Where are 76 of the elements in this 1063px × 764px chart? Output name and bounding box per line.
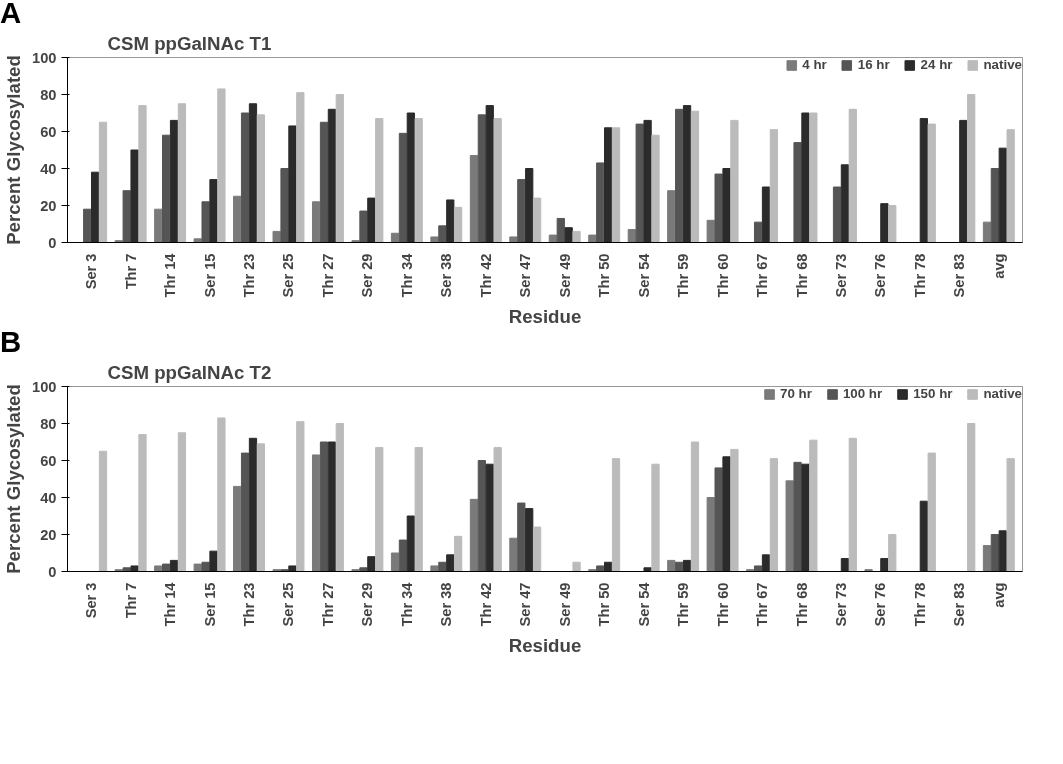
x-tick-label: Thr 27 (319, 253, 336, 298)
legend-label: native (983, 386, 1022, 401)
x-tick-label: Ser 38 (438, 253, 455, 298)
x-tick-label: Thr 78 (911, 253, 928, 298)
y-tick-label: 0 (48, 563, 57, 580)
x-tick-label: Ser 49 (556, 582, 573, 627)
x-tick-label: Ser 54 (635, 252, 652, 298)
x-tick-label: Ser 29 (359, 582, 376, 627)
x-tick-label: Ser 73 (832, 253, 849, 298)
y-tick-label: 60 (40, 123, 57, 140)
x-tick-label: Thr 67 (754, 582, 771, 627)
x-tick-label: Thr 67 (754, 253, 771, 298)
legend-label: 4 hr (802, 57, 827, 72)
x-tick-label: Thr 60 (714, 582, 731, 627)
x-tick-label: Thr 14 (162, 581, 179, 627)
x-tick-label: Thr 34 (398, 252, 415, 298)
x-tick-label: Ser 76 (872, 253, 889, 298)
x-tick-label: Ser 15 (201, 582, 218, 627)
x-tick-label: Ser 15 (201, 253, 218, 298)
x-tick-label: Ser 25 (280, 253, 297, 298)
x-tick-label: Thr 42 (477, 582, 494, 627)
x-tick-label: Thr 42 (477, 253, 494, 298)
x-tick-label: Ser 3 (83, 582, 100, 619)
x-tick-label: Thr 60 (714, 253, 731, 298)
x-tick-label: Thr 59 (675, 582, 692, 627)
x-tick-label: Thr 14 (162, 252, 179, 298)
y-tick-label: 20 (40, 197, 57, 214)
x-axis-title: Residue (508, 305, 582, 327)
x-tick-label: Ser 76 (872, 582, 889, 627)
text: B (0, 325, 22, 358)
x-tick-label: Thr 7 (122, 253, 139, 290)
y-tick-label: 40 (40, 489, 57, 506)
x-tick-label: Ser 38 (438, 582, 455, 627)
x-tick-label: Ser 47 (517, 253, 534, 298)
legend-label: 100 hr (842, 386, 883, 401)
y-tick-label: 20 (40, 526, 57, 543)
x-tick-label: Ser 3 (83, 253, 100, 290)
x-tick-label: Ser 83 (951, 582, 968, 627)
x-tick-label: Thr 68 (793, 582, 810, 627)
y-axis-title: Percent Glycosylated (3, 55, 25, 245)
x-tick-label: Thr 27 (319, 582, 336, 627)
y-tick-label: 40 (40, 160, 57, 177)
text: A (0, 0, 22, 29)
y-tick-label: 60 (40, 452, 57, 469)
x-tick-label: Thr 23 (241, 582, 258, 627)
y-tick-label: 100 (32, 378, 57, 395)
x-tick-label: Ser 73 (832, 582, 849, 627)
x-tick-label: Ser 83 (951, 253, 968, 298)
x-tick-label: Thr 50 (596, 253, 613, 298)
legend-label: 150 hr (913, 386, 953, 401)
y-axis-title: Percent Glycosylated (3, 384, 25, 574)
x-tick-label: Thr 23 (241, 253, 258, 298)
legend-label: 24 hr (920, 57, 953, 72)
x-tick-label: Thr 50 (596, 582, 613, 627)
x-tick-label: Ser 29 (359, 253, 376, 298)
x-tick-label: Ser 54 (635, 581, 652, 627)
x-axis-title: Residue (508, 634, 582, 656)
x-tick-label: Thr 68 (793, 253, 810, 298)
x-tick-label: Thr 78 (911, 582, 928, 627)
y-tick-label: 80 (40, 415, 57, 432)
y-tick-label: 100 (32, 49, 57, 66)
x-tick-label: Ser 47 (517, 582, 534, 627)
legend-label: 70 hr (780, 386, 812, 401)
y-tick-label: 0 (48, 234, 57, 251)
x-tick-label: Thr 34 (398, 581, 415, 627)
chart-title: CSM ppGalNAc T1 (107, 32, 272, 54)
x-tick-label: avg (990, 582, 1007, 608)
x-tick-label: Thr 7 (122, 582, 139, 619)
x-tick-label: Ser 25 (280, 582, 297, 627)
x-tick-label: Ser 49 (556, 253, 573, 298)
legend-label: 16 hr (857, 57, 890, 72)
y-tick-label: 80 (40, 86, 57, 103)
chart-title: CSM ppGalNAc T2 (107, 361, 272, 383)
x-tick-label: avg (990, 253, 1007, 279)
x-tick-label: Thr 59 (675, 253, 692, 298)
legend-label: native (983, 57, 1022, 72)
